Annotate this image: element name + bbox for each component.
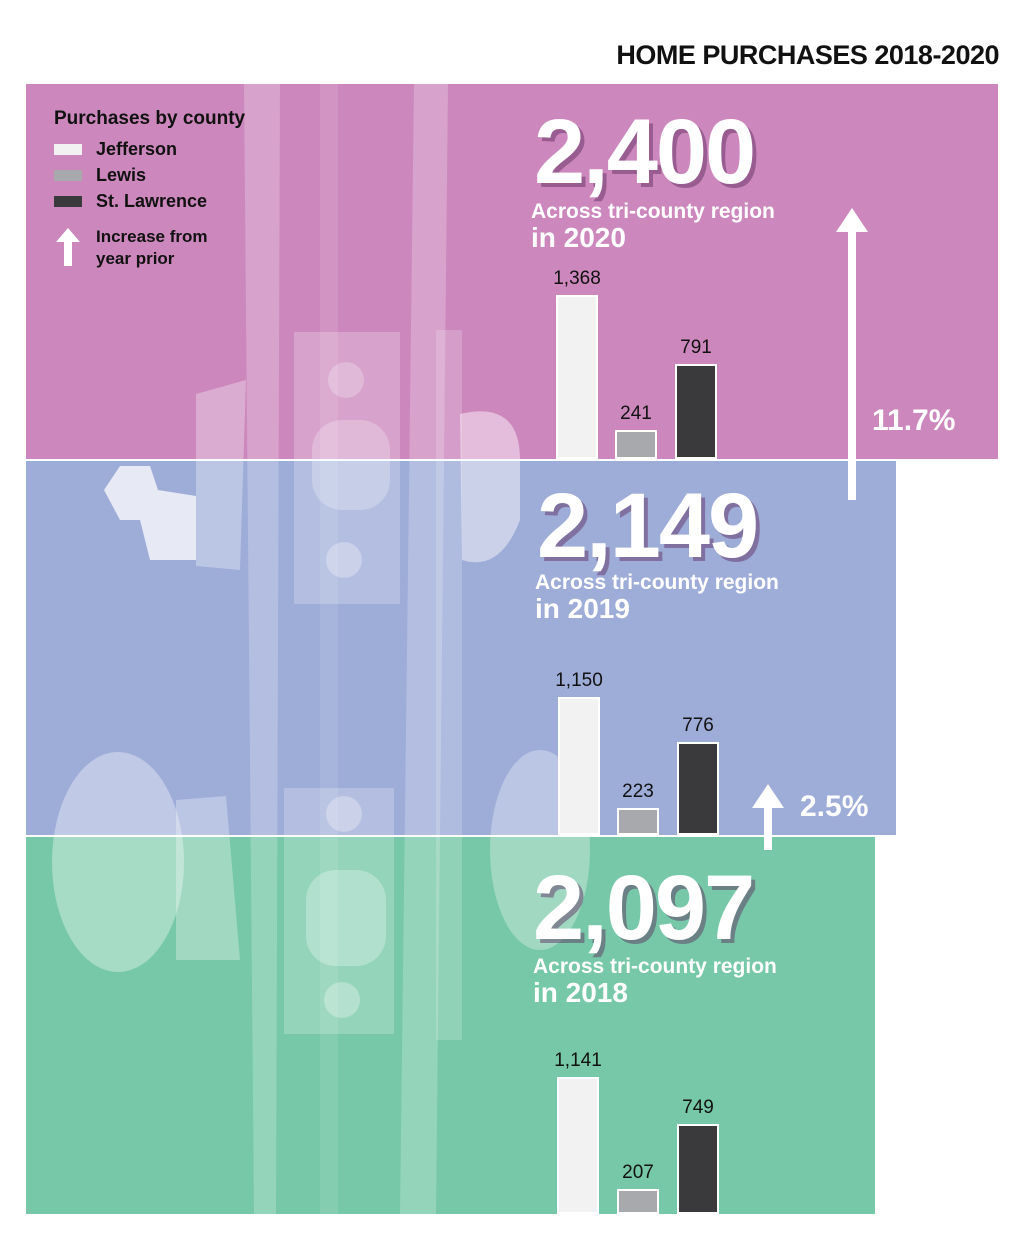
band-2020 (26, 84, 998, 460)
bar-2020-st-lawrence (675, 364, 717, 459)
bar-2019-lewis (617, 808, 659, 835)
bar-value-label: 241 (620, 403, 652, 424)
legend-swatch-jefferson (54, 143, 82, 155)
bar-value-label: 776 (682, 715, 714, 736)
band-divider (26, 835, 896, 837)
bar-value-label: 207 (622, 1162, 654, 1183)
legend-label: Jefferson (96, 138, 178, 159)
arrow-up-icon (836, 208, 868, 500)
bar-value-label: 1,141 (554, 1050, 602, 1071)
bar-2018-lewis (617, 1189, 659, 1214)
total-2019: 2,149 (537, 475, 759, 577)
band-divider (26, 459, 998, 461)
bar-2018-st-lawrence (677, 1124, 719, 1214)
legend-item-lewis: Lewis (54, 162, 245, 188)
band-2019 (26, 460, 896, 836)
bar-value-label: 749 (682, 1097, 714, 1118)
total-2020: 2,400 (534, 101, 756, 203)
subtitle-2018: Across tri-county region (533, 955, 777, 978)
legend-label: Lewis (96, 164, 147, 185)
bar-2020-lewis (615, 430, 657, 459)
subtitle-2020: Across tri-county region (531, 200, 775, 223)
bar-2020-jefferson (556, 295, 598, 459)
bar-2018-jefferson (557, 1077, 599, 1214)
bar-2019-jefferson (558, 697, 600, 835)
year-label-2018: in 2018 (533, 977, 628, 1008)
bar-value-label: 791 (680, 337, 712, 358)
band-2018 (26, 836, 875, 1214)
bar-2019-st-lawrence (677, 742, 719, 835)
bar-value-label: 1,368 (553, 268, 601, 289)
arrow-up-icon (752, 784, 784, 850)
increase-2020: 11.7% (872, 404, 956, 437)
legend-arrow-text-line1: Increase from (96, 227, 208, 246)
year-label-2020: in 2020 (531, 222, 626, 253)
chart-title: HOME PURCHASES 2018-2020 (616, 40, 999, 70)
year-label-2019: in 2019 (535, 593, 630, 624)
bar-value-label: 1,150 (555, 670, 603, 691)
legend-swatch-lewis (54, 169, 82, 181)
bar-value-label: 223 (622, 781, 654, 802)
legend-arrow-note: Increase from year prior (54, 226, 245, 270)
total-2018: 2,097 (533, 857, 755, 959)
legend: Purchases by county Jefferson Lewis St. … (54, 108, 245, 270)
legend-item-jefferson: Jefferson (54, 136, 245, 162)
legend-swatch-st-lawrence (54, 195, 82, 207)
legend-arrow-text-line2: year prior (96, 249, 175, 268)
increase-2019: 2.5% (800, 790, 869, 823)
subtitle-2019: Across tri-county region (535, 571, 779, 594)
legend-label: St. Lawrence (96, 190, 208, 211)
legend-item-st-lawrence: St. Lawrence (54, 188, 245, 214)
arrow-up-icon (56, 228, 80, 266)
legend-title: Purchases by county (54, 108, 246, 129)
